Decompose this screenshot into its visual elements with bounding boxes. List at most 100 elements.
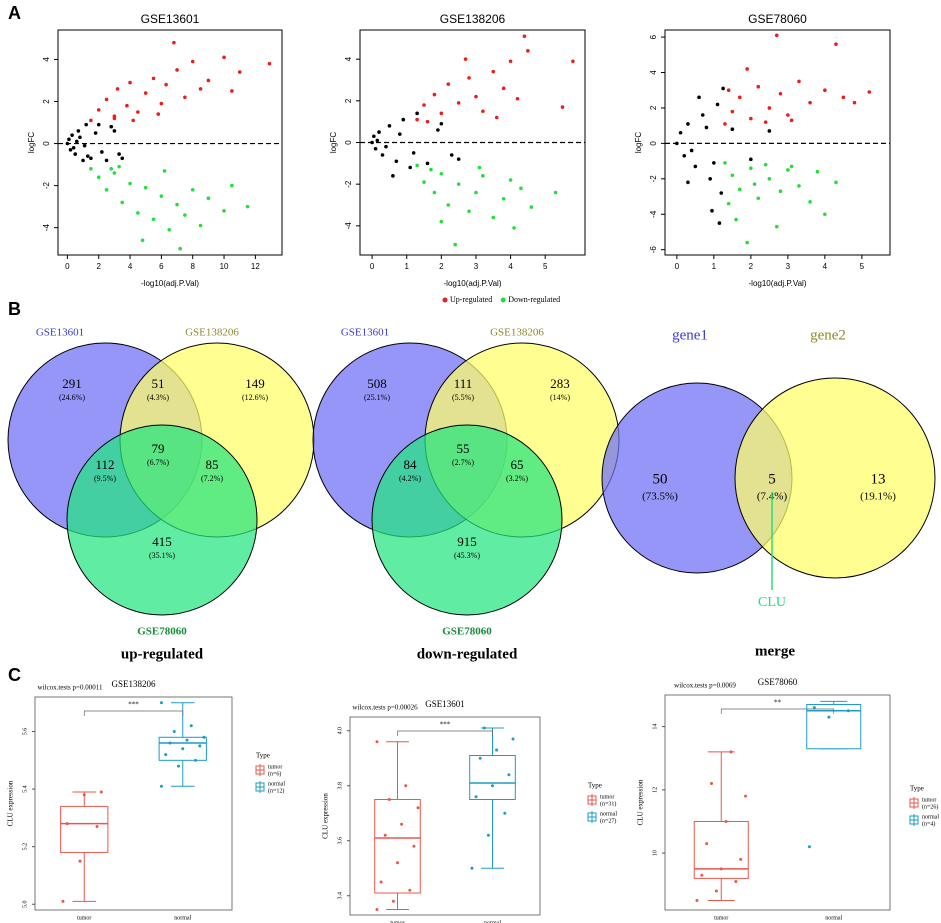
point (560, 105, 565, 109)
point (159, 101, 164, 106)
y-tick-label: 4 (344, 56, 353, 61)
point (183, 213, 187, 217)
point (439, 171, 444, 176)
legend-count: (n=31) (600, 800, 616, 807)
point (415, 163, 419, 168)
y-tick-label: 0 (649, 141, 658, 146)
point (95, 825, 99, 829)
point (522, 34, 527, 39)
point (96, 175, 101, 179)
x-tick-label: tumor (77, 915, 91, 921)
y-axis-label: logFC (27, 132, 36, 154)
point (693, 164, 698, 169)
chart-title: GSE138206 (440, 12, 506, 26)
x-tick-label: 5 (543, 262, 548, 271)
point (76, 129, 81, 133)
region-share: (4.3%) (147, 393, 169, 402)
legend-label: tumor (268, 764, 282, 770)
point (723, 122, 727, 126)
region-share: (3.2%) (506, 474, 528, 483)
x-tick-label: 2 (439, 262, 444, 271)
y-axis-label: CLU expression (637, 779, 645, 825)
y-axis-label: CLU expression (322, 793, 330, 839)
point (481, 174, 485, 178)
y-tick-label: -2 (42, 182, 51, 190)
point (491, 215, 496, 220)
point (81, 158, 85, 163)
point (477, 165, 482, 170)
point (749, 157, 753, 162)
region-share: (45.3%) (454, 551, 480, 560)
venn-title: down-regulated (417, 646, 518, 662)
x-tick-label: 3 (474, 262, 479, 271)
y-tick-label: 5.4 (22, 785, 28, 793)
set-label: GSE13601 (341, 327, 389, 339)
point (827, 715, 831, 719)
y-tick-label: -2 (649, 175, 658, 183)
legend-label: Up-regulated (450, 295, 492, 304)
point (401, 117, 406, 122)
point (808, 200, 812, 204)
y-tick-label: 14 (652, 724, 658, 730)
point (120, 156, 125, 161)
point (190, 59, 195, 64)
point (474, 190, 478, 195)
x-tick-label: normal (825, 915, 842, 921)
point (415, 117, 419, 122)
point (387, 798, 391, 801)
x-tick-label: 10 (220, 262, 229, 271)
point (446, 82, 451, 86)
point (115, 87, 120, 91)
point (474, 94, 478, 99)
point (85, 154, 90, 158)
x-tick-label: 0 (65, 262, 70, 271)
point (704, 125, 709, 130)
point (786, 113, 790, 117)
point (398, 132, 402, 136)
point (439, 121, 444, 126)
region-count: 508 (367, 376, 387, 391)
point (78, 859, 82, 863)
point (501, 196, 506, 201)
chart-title: GSE138206 (111, 679, 156, 689)
point (425, 119, 430, 124)
point (383, 833, 387, 837)
point (815, 169, 820, 174)
region-share: (19.1%) (860, 491, 896, 503)
region-count: 85 (206, 457, 219, 472)
point (695, 899, 699, 903)
point (767, 106, 772, 110)
point (467, 76, 471, 80)
legend-count: (n=6) (268, 770, 281, 777)
region-count: 112 (95, 457, 114, 472)
region-count: 111 (454, 376, 473, 391)
point (823, 88, 827, 93)
point (396, 861, 399, 865)
y-tick-label: 3.4 (337, 892, 343, 900)
set-label: gene1 (672, 327, 708, 343)
point (749, 166, 753, 170)
x-tick-label: 4 (508, 262, 513, 271)
point (222, 55, 226, 60)
point (737, 187, 742, 192)
point (700, 873, 704, 877)
region-count: 79 (152, 441, 165, 456)
point (715, 102, 720, 107)
point (84, 122, 88, 127)
point (181, 747, 185, 751)
point (491, 784, 494, 788)
point (512, 226, 516, 230)
point (117, 164, 121, 169)
region-count: 291 (62, 376, 82, 391)
point (82, 793, 86, 797)
point (515, 96, 520, 101)
region-share: (9.5%) (94, 474, 116, 483)
point (156, 112, 161, 116)
venn-set (66, 424, 258, 616)
stat-label: wilcox.tests p=0.00026 (352, 704, 418, 712)
point (230, 89, 234, 93)
region-share: (14%) (550, 393, 570, 402)
point (140, 238, 145, 243)
point (717, 221, 722, 225)
point (198, 87, 203, 91)
